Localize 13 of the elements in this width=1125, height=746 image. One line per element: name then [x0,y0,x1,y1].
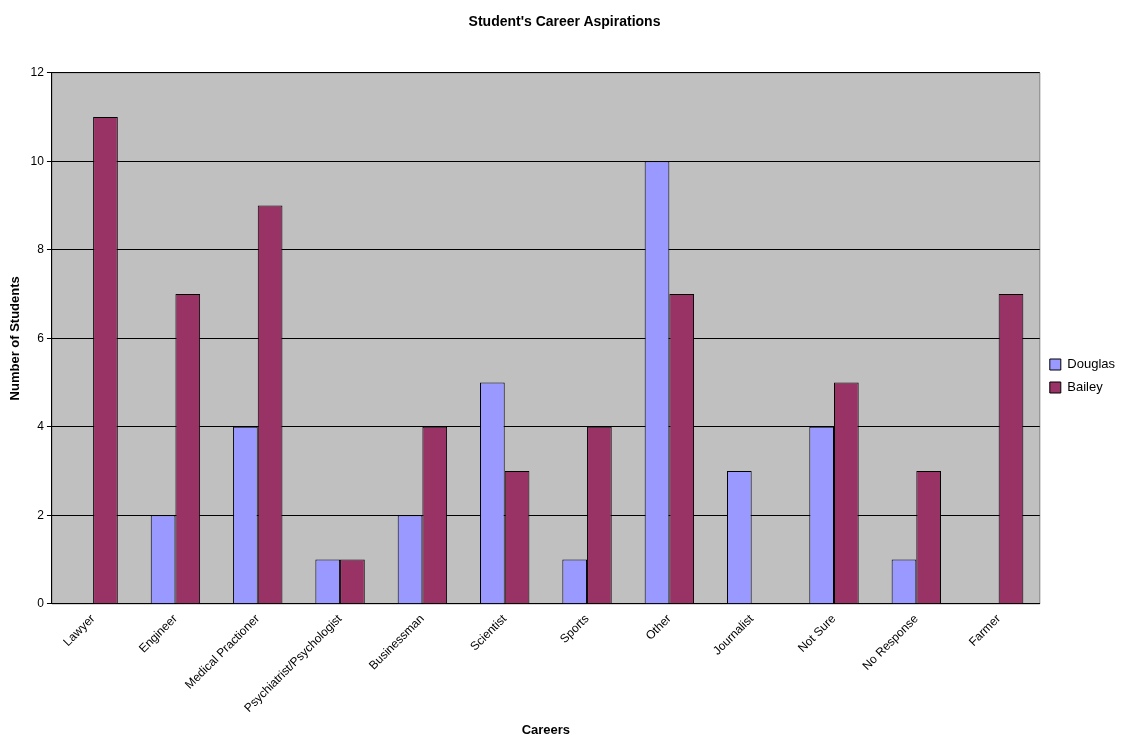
y-tick-label: 4 [37,419,45,434]
y-tick-label: 12 [30,65,45,80]
y-tick-label: 8 [37,242,45,257]
x-tick-label: Not Sure [795,611,839,655]
y-tick-label: 0 [37,596,45,611]
y-axis-title: Number of Students [7,276,23,401]
legend-label: Bailey [1067,379,1104,395]
y-tick-label: 6 [37,330,45,345]
legend-label: Douglas [1067,356,1116,372]
chart-title: Student's Career Aspirations [468,13,661,30]
x-axis-title: Careers [521,721,571,737]
y-tick-label: 2 [37,507,45,522]
y-tick-label: 10 [30,153,45,168]
